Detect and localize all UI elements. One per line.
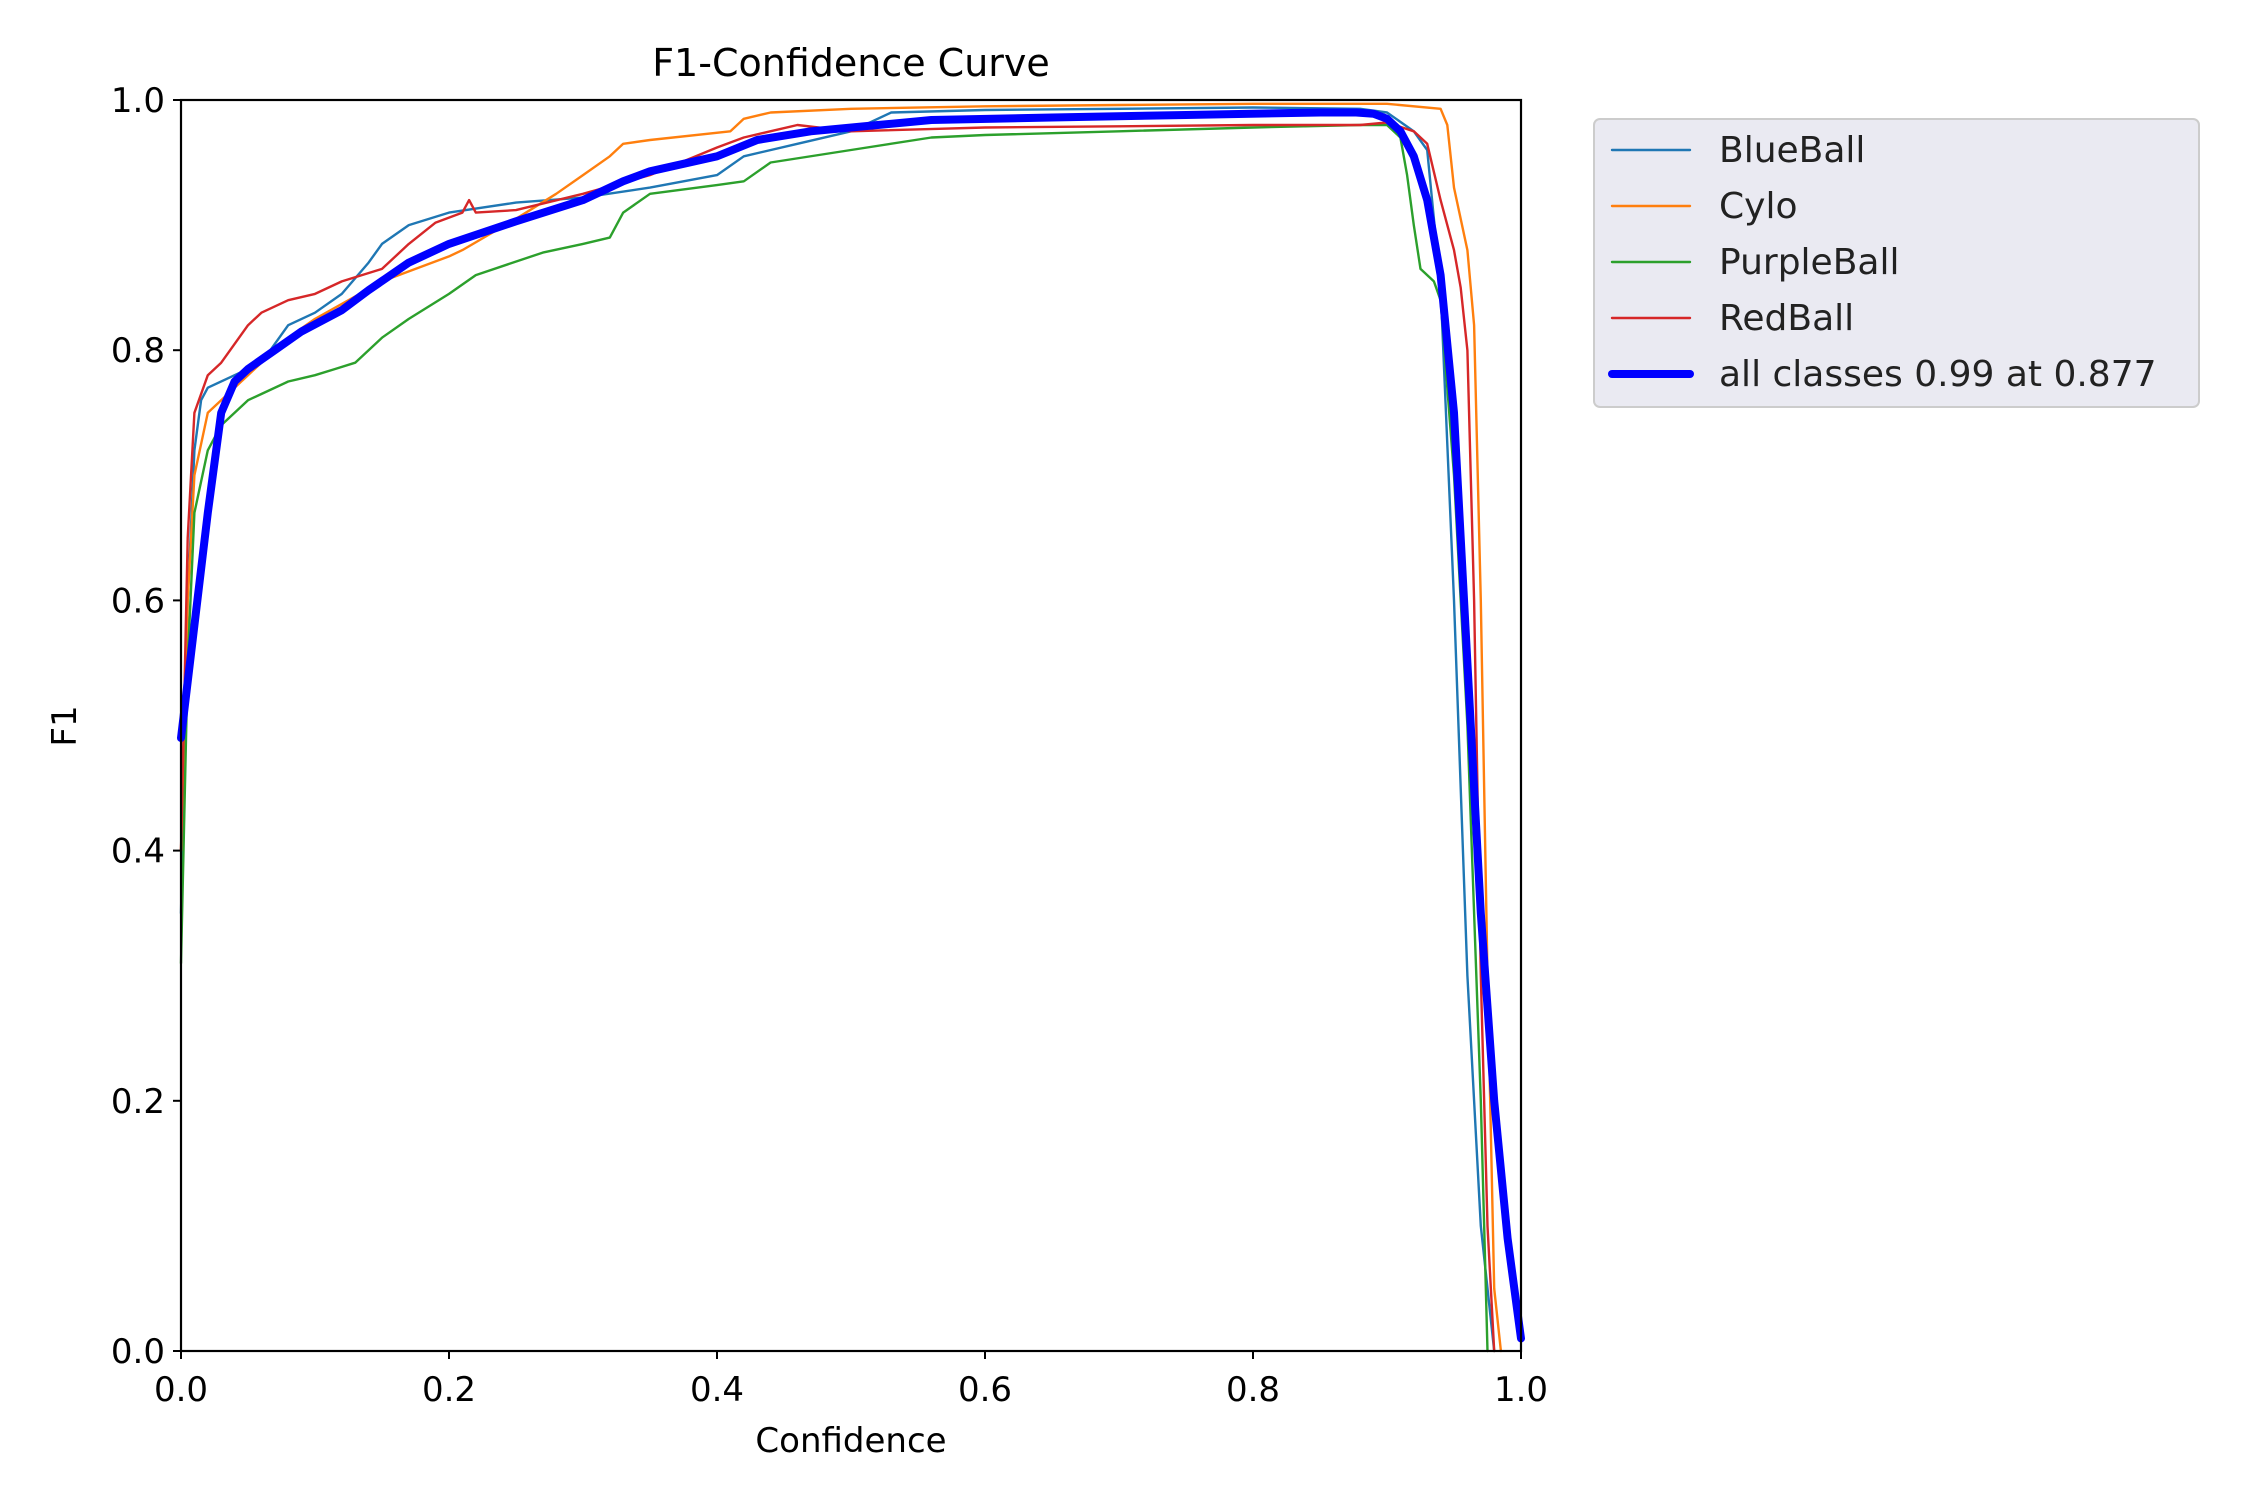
series-group xyxy=(177,102,1525,1353)
y-tick-label: 0.4 xyxy=(111,832,165,872)
y-tick-label: 0.6 xyxy=(111,581,165,621)
x-tick-label: 0.2 xyxy=(422,1370,476,1410)
legend-label-1: BlueBall xyxy=(1719,130,1865,171)
plot-background xyxy=(181,100,1521,1351)
legend-items: BlueBall Cylo PurpleBall RedBall all classes… xyxy=(1608,130,2157,395)
x-axis-label: Confidence xyxy=(755,1421,946,1461)
series-line-5 xyxy=(177,108,1525,1343)
y-tick-label: 0.8 xyxy=(111,331,165,371)
y-axis: 0.0 0.2 0.4 0.6 0.8 1.0 xyxy=(111,81,181,1372)
y-axis-label: F1 xyxy=(45,705,85,746)
x-tick-label: 0.8 xyxy=(1226,1370,1280,1410)
x-tick-label: 0.4 xyxy=(690,1370,744,1410)
y-tick-label: 1.0 xyxy=(111,81,165,121)
legend-label-5: all classes 0.99 at 0.877 xyxy=(1719,354,2157,395)
x-axis: 0.0 0.2 0.4 0.6 0.8 1.0 xyxy=(154,1351,1548,1410)
x-tick-label: 0.6 xyxy=(958,1370,1012,1410)
legend-label-4: RedBall xyxy=(1719,298,1854,339)
y-tick-label: 0.0 xyxy=(111,1332,165,1372)
plot-area xyxy=(177,98,1525,1353)
legend: BlueBall Cylo PurpleBall RedBall all classes… xyxy=(1593,118,2200,408)
legend-label-3: PurpleBall xyxy=(1719,242,1899,283)
legend-box xyxy=(1593,118,2200,408)
x-tick-label: 1.0 xyxy=(1494,1370,1548,1410)
chart-title: F1-Confidence Curve xyxy=(652,41,1050,85)
series-line-3 xyxy=(179,123,1489,1353)
y-tick-label: 0.2 xyxy=(111,1082,165,1122)
legend-label-2: Cylo xyxy=(1719,186,1797,227)
plot-frame xyxy=(179,98,1523,1353)
x-tick-label: 0.0 xyxy=(154,1370,208,1410)
